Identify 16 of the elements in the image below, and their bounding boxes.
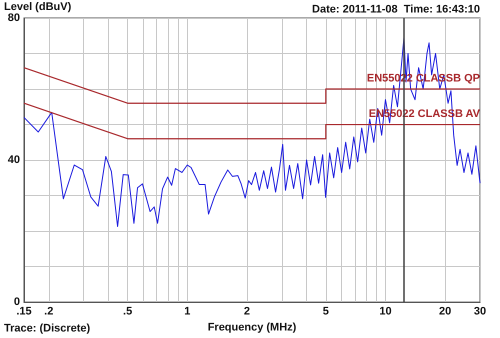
x-axis-title: Frequency (MHz) [208,322,297,334]
x-tick-label: .2 [44,306,54,318]
x-tick-label: .15 [16,306,32,318]
x-tick-label: 5 [322,306,329,318]
x-tick-label: 2 [244,306,250,318]
y-tick-label: 80 [8,12,20,24]
y-axis-title: Level (dBuV) [4,1,72,14]
text: Trace: (Discrete) [4,322,91,334]
y-tick-label: 0 [14,296,20,308]
x-tick-label: 30 [474,306,486,318]
text: Date: 2011-11-08 Time: 16:43:10 [312,4,480,16]
x-tick-label: 10 [379,306,392,318]
x-tick-label: .5 [123,306,132,318]
y-tick-label: 40 [8,154,20,166]
x-tick-label: 1 [184,306,190,318]
x-tick-label: 20 [438,306,452,318]
